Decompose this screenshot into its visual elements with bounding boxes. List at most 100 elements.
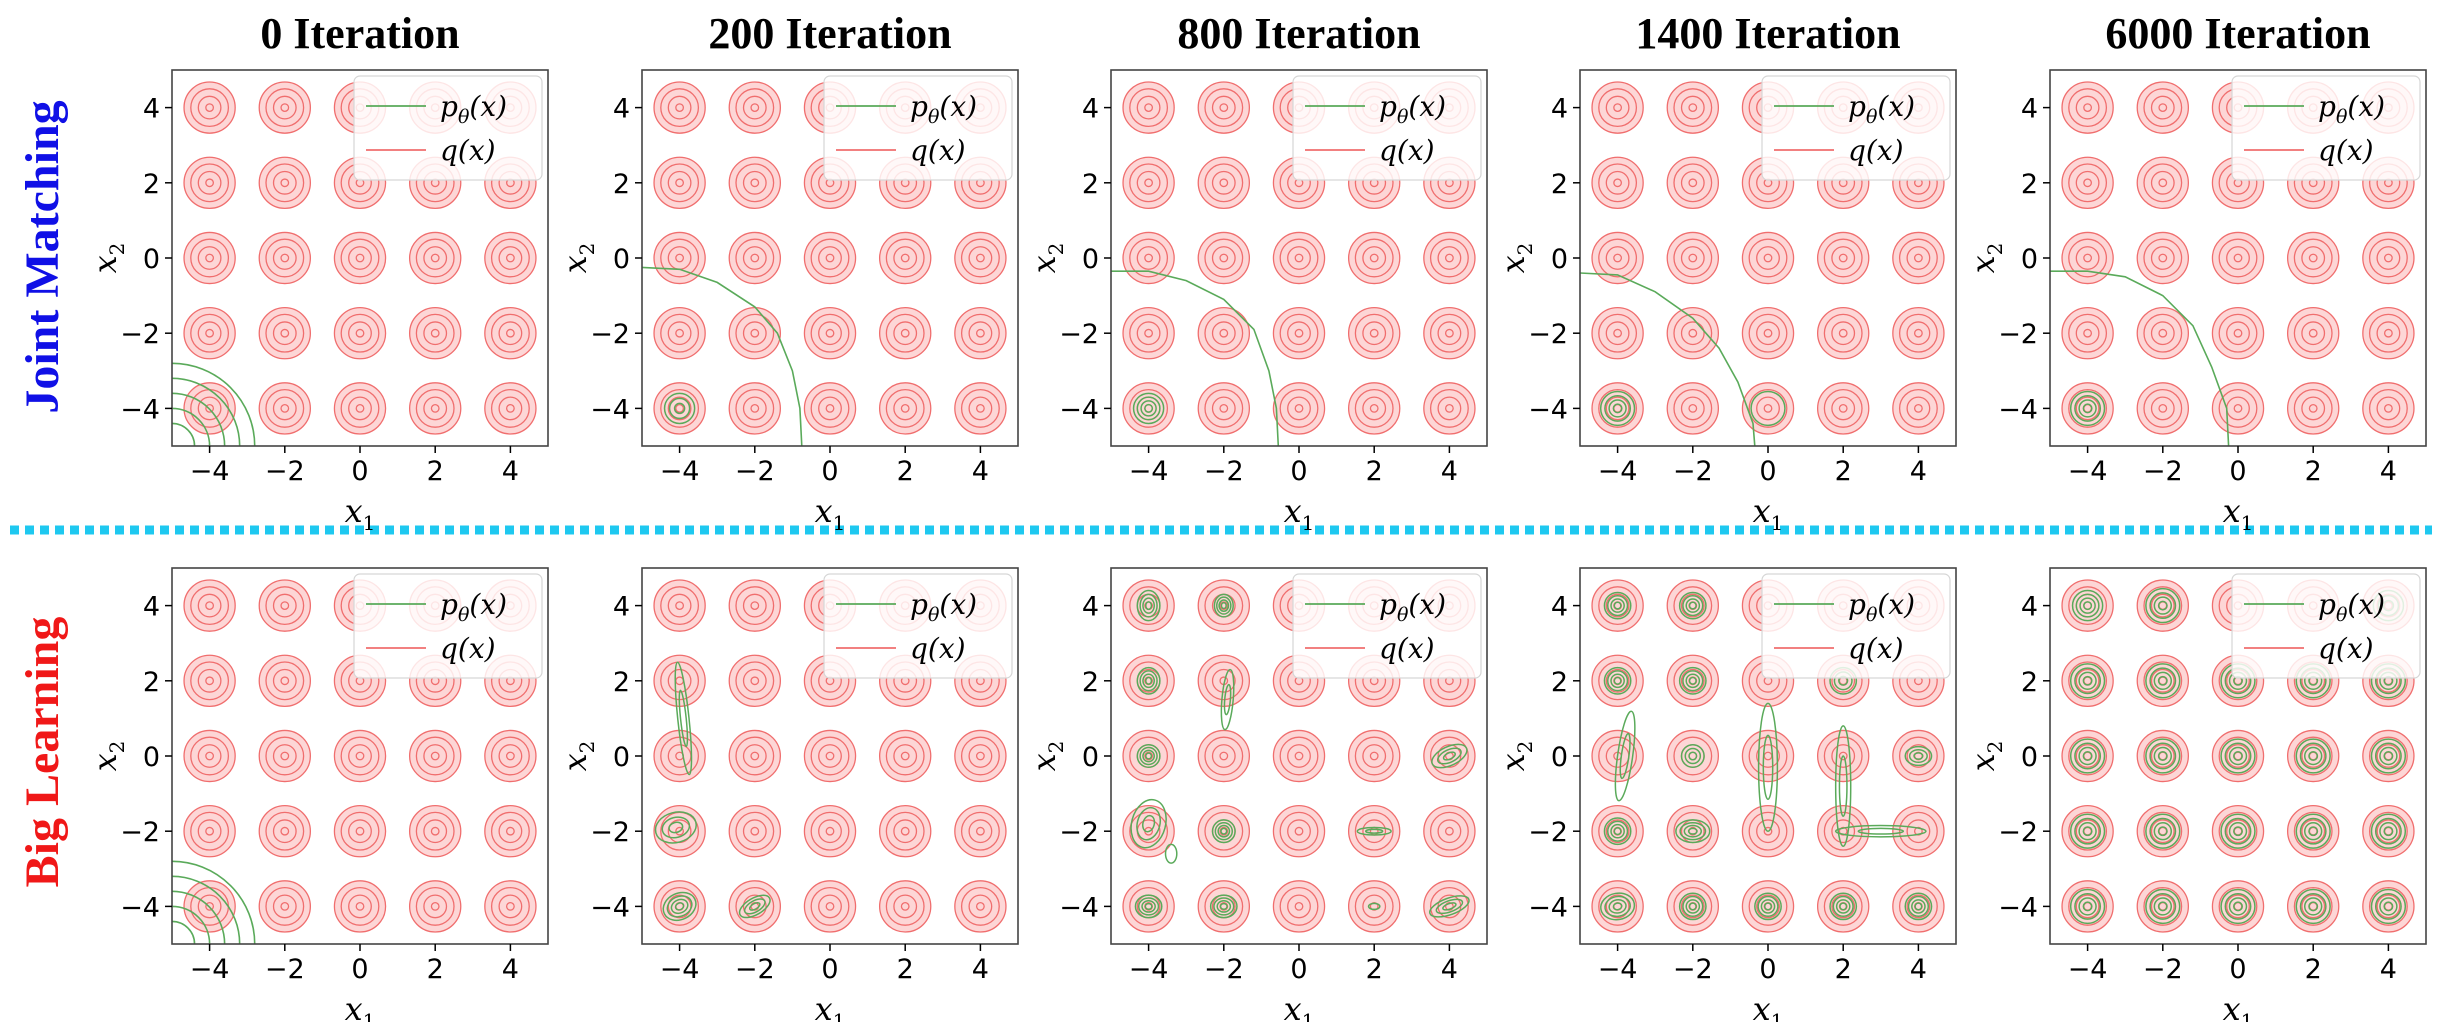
q-contour: [1272, 729, 1326, 783]
q-density-fill: [2287, 307, 2339, 359]
x-tick-label: 0: [2229, 954, 2246, 985]
p-theta-contour: [1134, 894, 1163, 919]
q-contour: [2301, 819, 2326, 844]
y-axis-label: x2: [1964, 243, 2007, 274]
p-theta-mode: [1678, 591, 1707, 620]
q-mode: [728, 804, 782, 858]
y-tick-label: 2: [143, 169, 160, 200]
q-density-fill: [259, 157, 311, 209]
q-contour: [735, 886, 775, 926]
q-contour: [1741, 306, 1795, 360]
q-contour: [750, 826, 760, 836]
p-theta-mode: [2295, 888, 2331, 925]
q-mode: [258, 156, 312, 210]
q-contour: [1605, 894, 1630, 919]
x-tick-label: 2: [2305, 954, 2322, 985]
q-contour: [1204, 88, 1244, 128]
q-density-fill: [1273, 232, 1325, 284]
q-contour: [2075, 170, 2100, 195]
p-theta-contour: [668, 821, 684, 834]
q-mode: [2211, 231, 2265, 285]
q-contour: [1347, 729, 1401, 783]
q-contour: [2068, 661, 2108, 701]
q-mode: [803, 804, 857, 858]
p-theta-mode: [1603, 591, 1632, 620]
x-tick-label: 2: [427, 456, 444, 487]
p-theta-contour: [1213, 593, 1234, 618]
q-contour: [348, 819, 372, 844]
q-contour: [810, 736, 850, 776]
q-density-fill: [484, 805, 536, 857]
q-contour: [735, 736, 775, 776]
q-contour: [1136, 246, 1161, 270]
p-theta-contour: [2224, 817, 2252, 845]
x-axis-label: x1: [2223, 492, 2254, 535]
q-contour: [1816, 880, 1870, 933]
q-contour: [1423, 880, 1476, 933]
q-contour: [1197, 579, 1251, 632]
x-axis-label: x1: [2223, 990, 2254, 1022]
y-tick-label: −2: [1528, 817, 1568, 848]
q-contour: [742, 819, 767, 844]
q-contour: [2362, 231, 2415, 285]
p-theta-contour: [666, 895, 693, 918]
q-contour: [484, 880, 537, 933]
q-mode: [954, 880, 1007, 933]
q-contour: [975, 328, 985, 338]
q-contour: [2143, 661, 2183, 701]
q-density-fill: [954, 382, 1006, 434]
q-contour: [258, 156, 312, 210]
x-tick-label: 2: [897, 954, 914, 985]
q-contour: [197, 321, 222, 346]
q-density-fill: [654, 382, 706, 434]
legend-label-sub: θ: [458, 604, 470, 626]
q-mode: [2286, 382, 2340, 435]
q-contour: [818, 744, 842, 768]
q-density-fill: [2062, 805, 2114, 857]
q-density-fill: [729, 232, 781, 284]
q-contour: [415, 388, 455, 428]
q-contour: [728, 156, 782, 210]
q-contour: [2286, 231, 2340, 285]
p-theta-contour: [1436, 747, 1462, 765]
y-tick-label: 4: [143, 592, 160, 623]
q-contour: [2150, 593, 2175, 618]
p-theta-contour: [1130, 798, 1167, 849]
p-theta-contour: [2153, 671, 2173, 691]
q-density-fill: [1273, 805, 1325, 857]
q-contour: [742, 170, 767, 195]
q-contour: [1763, 403, 1773, 413]
q-mode: [653, 306, 706, 360]
column-title: 1400 Iteration: [1635, 9, 1900, 58]
q-density-fill: [1423, 730, 1475, 782]
q-density-fill: [259, 82, 311, 134]
y-tick-label: 0: [2021, 244, 2038, 275]
q-contour: [885, 388, 925, 428]
q-contour: [1144, 103, 1154, 113]
q-contour: [885, 313, 925, 353]
legend-label-main: q(x): [440, 632, 496, 665]
p-theta-contour: [2303, 746, 2323, 766]
p-theta-contour: [1209, 894, 1238, 919]
q-contour: [280, 751, 290, 761]
q-contour: [183, 306, 236, 360]
q-contour: [1122, 880, 1175, 933]
q-contour: [490, 313, 530, 353]
p-theta-contour: [1136, 396, 1161, 421]
q-contour: [340, 313, 380, 353]
q-contour: [2068, 886, 2108, 926]
legend-label-main: q(x): [1848, 632, 1904, 665]
q-contour: [2376, 321, 2401, 346]
q-contour: [2083, 328, 2093, 338]
q-mode: [1347, 880, 1401, 933]
q-contour: [1429, 886, 1469, 926]
q-contour: [197, 744, 222, 768]
q-density-fill: [654, 232, 706, 284]
p-theta-contour: [2308, 751, 2319, 761]
p-theta-contour: [1211, 819, 1236, 844]
q-contour: [893, 321, 918, 346]
q-density-fill: [1667, 880, 1719, 932]
p-theta-contour: [2308, 901, 2319, 912]
q-contour: [2061, 654, 2114, 708]
